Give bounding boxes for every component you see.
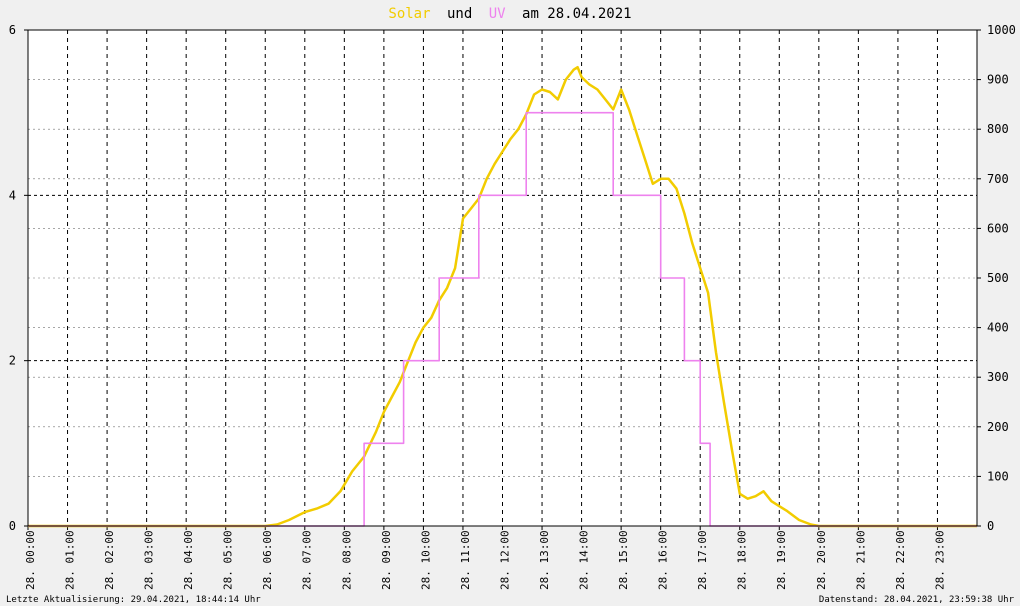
footer-last-update: Letzte Aktualisierung: 29.04.2021, 18:44… xyxy=(6,595,261,605)
x-tick-label: 28. 17:00 xyxy=(696,530,709,590)
x-tick-label: 28. 16:00 xyxy=(657,530,670,590)
x-tick-label: 28. 07:00 xyxy=(301,530,314,590)
right-tick-label: 400 xyxy=(987,321,1009,335)
plot-border xyxy=(27,29,978,527)
right-tick-label: 100 xyxy=(987,469,1009,483)
right-tick-label: 200 xyxy=(987,420,1009,434)
right-tick-label: 600 xyxy=(987,221,1009,235)
x-tick-label: 28. 09:00 xyxy=(380,530,393,590)
right-tick-label: 500 xyxy=(987,271,1009,285)
x-tick-label: 28. 18:00 xyxy=(736,530,749,590)
series-solar-line xyxy=(28,65,977,528)
footer-data-status: Datenstand: 28.04.2021, 23:59:38 Uhr xyxy=(819,595,1015,605)
series-lines xyxy=(28,65,977,528)
x-tick-label: 28. 19:00 xyxy=(775,530,788,590)
x-tick-label: 28. 11:00 xyxy=(459,530,472,590)
x-tick-label: 28. 03:00 xyxy=(143,530,156,590)
x-tick-label: 28. 00:00 xyxy=(24,530,37,590)
x-tick-label: 28. 14:00 xyxy=(578,530,591,590)
right-tick-label: 300 xyxy=(987,370,1009,384)
x-tick-label: 28. 08:00 xyxy=(340,530,353,590)
right-tick-label: 0 xyxy=(987,519,994,533)
left-tick-label: 0 xyxy=(9,519,16,533)
x-tick-label: 28. 21:00 xyxy=(854,530,867,590)
x-tick-label: 28. 01:00 xyxy=(63,530,76,590)
right-tick-label: 700 xyxy=(987,172,1009,186)
x-axis-ticks: 28. 00:00 28. 01:00 28. 02:00 28. 03:00 28. … xyxy=(24,526,946,590)
x-tick-label: 28. 12:00 xyxy=(498,530,511,590)
right-tick-label: 800 xyxy=(987,122,1009,136)
x-tick-label: 28. 10:00 xyxy=(419,530,432,590)
x-tick-label: 28. 23:00 xyxy=(933,530,946,590)
right-tick-label: 900 xyxy=(987,73,1009,87)
series-uv-line xyxy=(28,111,977,527)
title-date: am 28.04.2021 xyxy=(522,6,632,22)
x-tick-label: 28. 13:00 xyxy=(538,530,551,590)
chart-title: Solar und UV am 28.04.2021 xyxy=(388,6,631,22)
x-tick-label: 28. 04:00 xyxy=(182,530,195,590)
x-tick-label: 28. 20:00 xyxy=(815,530,828,590)
title-uv: UV xyxy=(489,6,506,22)
left-tick-label: 2 xyxy=(9,354,16,368)
left-axis-ticks: 0 2 4 6 xyxy=(9,23,28,533)
title-solar: Solar xyxy=(388,6,430,22)
x-tick-label: 28. 05:00 xyxy=(222,530,235,590)
x-tick-label: 28. 06:00 xyxy=(261,530,274,590)
x-tick-label: 28. 15:00 xyxy=(617,530,630,590)
x-tick-label: 28. 02:00 xyxy=(103,530,116,590)
left-tick-label: 6 xyxy=(9,23,16,37)
right-axis-ticks: 0 100 200 300 400 500 600 700 800 900 1000 xyxy=(977,23,1016,533)
title-und: und xyxy=(447,6,472,22)
left-tick-label: 4 xyxy=(9,188,16,202)
x-tick-label: 28. 22:00 xyxy=(894,530,907,590)
right-tick-label: 1000 xyxy=(987,23,1016,37)
